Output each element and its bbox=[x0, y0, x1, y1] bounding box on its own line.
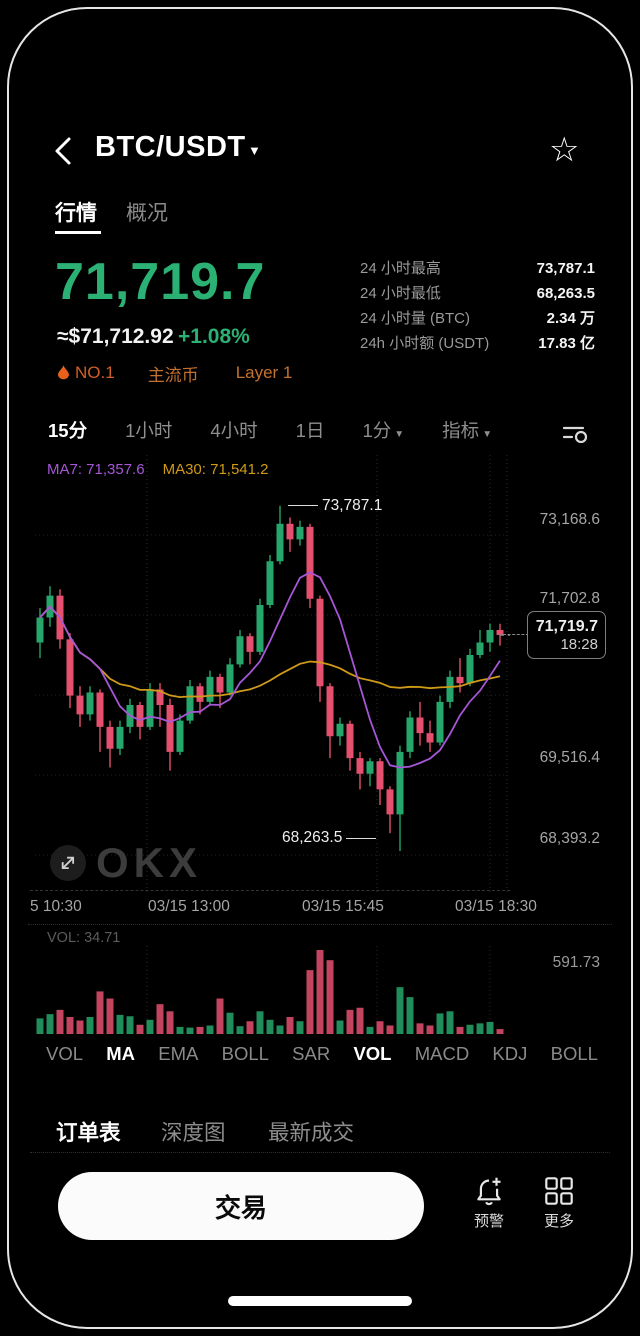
indicator-vol-2[interactable]: VOL bbox=[353, 1043, 392, 1064]
stat-value: 68,263.5 bbox=[536, 285, 595, 302]
pair-title[interactable]: BTC/USDT bbox=[95, 131, 246, 163]
expand-chart-icon[interactable] bbox=[50, 845, 86, 881]
layer-badge[interactable]: Layer 1 bbox=[235, 363, 293, 382]
stat-value: 2.34 万 bbox=[546, 310, 595, 327]
chart-bottom-border bbox=[30, 890, 510, 891]
trade-button[interactable]: 交易 bbox=[58, 1172, 424, 1240]
x-axis-label: 03/15 15:45 bbox=[302, 898, 384, 915]
candlestick-chart[interactable] bbox=[35, 455, 510, 895]
stat-label: 24 小时最高 bbox=[360, 260, 441, 277]
annotation-dash bbox=[346, 837, 377, 839]
stat-value: 17.83 亿 bbox=[538, 335, 595, 352]
timeframe-15m[interactable]: 15分 bbox=[48, 420, 88, 441]
tab-depth-chart[interactable]: 深度图 bbox=[161, 1121, 226, 1145]
timeframe-4h[interactable]: 4小时 bbox=[210, 420, 258, 441]
indicator-ema[interactable]: EMA bbox=[158, 1043, 199, 1064]
category-badge[interactable]: 主流币 bbox=[147, 365, 199, 385]
stat-row-high: 24 小时最高 73,787.1 bbox=[360, 257, 595, 282]
volume-chart[interactable] bbox=[35, 946, 510, 1034]
stats-panel: 24 小时最高 73,787.1 24 小时最低 68,263.5 24 小时量… bbox=[360, 257, 595, 357]
stat-row-low: 24 小时最低 68,263.5 bbox=[360, 282, 595, 307]
badge-row: NO.1 主流币 Layer 1 bbox=[57, 362, 293, 385]
bottom-divider bbox=[30, 1152, 610, 1153]
indicator-kdj[interactable]: KDJ bbox=[492, 1043, 528, 1064]
y-axis-label: 71,702.8 bbox=[539, 590, 600, 607]
tab-latest-trades[interactable]: 最新成交 bbox=[268, 1121, 355, 1145]
x-axis-label: 5 10:30 bbox=[30, 898, 82, 915]
chart-settings-icon[interactable] bbox=[562, 423, 589, 448]
pair-dropdown-caret-icon[interactable]: ▼ bbox=[248, 143, 261, 158]
timeframe-1h[interactable]: 1小时 bbox=[125, 420, 173, 441]
pane-divider bbox=[28, 924, 612, 925]
tab-order-book[interactable]: 订单表 bbox=[56, 1121, 121, 1145]
tag-time: 18:28 bbox=[560, 635, 598, 653]
okx-logo: OKX bbox=[96, 839, 203, 886]
more-action-label: 更多 bbox=[543, 1213, 574, 1230]
flame-icon bbox=[57, 364, 69, 379]
rank-badge[interactable]: NO.1 bbox=[57, 363, 115, 383]
timeframe-row: 15分 1小时 4小时 1日 1分 ▼ 指标 ▼ bbox=[48, 417, 518, 443]
grid-more-icon bbox=[545, 1177, 573, 1205]
indicator-vol-1[interactable]: VOL bbox=[46, 1043, 84, 1064]
caret-down-icon: ▼ bbox=[394, 429, 405, 440]
fiat-price: ≈$71,712.92 bbox=[57, 325, 174, 348]
caret-down-icon: ▼ bbox=[482, 429, 493, 440]
ma7-label: MA7: 71,357.6 bbox=[47, 461, 145, 478]
high-annotation: 73,787.1 bbox=[288, 497, 382, 515]
indicator-boll-1[interactable]: BOLL bbox=[221, 1043, 269, 1064]
bell-plus-icon bbox=[477, 1177, 501, 1206]
alert-action-label: 预警 bbox=[473, 1213, 504, 1230]
last-price: 71,719.7 bbox=[55, 253, 266, 311]
ma30-label: MA30: 71,541.2 bbox=[162, 461, 269, 478]
stat-label: 24 小时量 (BTC) bbox=[360, 310, 471, 327]
indicator-sar[interactable]: SAR bbox=[292, 1043, 331, 1064]
tag-price: 71,719.7 bbox=[535, 617, 598, 635]
favorite-star-icon[interactable]: ☆ bbox=[549, 131, 580, 169]
home-indicator[interactable] bbox=[228, 1296, 412, 1306]
price-change-percent: +1.08% bbox=[178, 325, 250, 348]
indicator-ma[interactable]: MA bbox=[106, 1043, 136, 1064]
tab-active-underline bbox=[55, 231, 101, 234]
back-chevron-icon bbox=[55, 137, 71, 165]
low-annotation-text: 68,263.5 bbox=[282, 829, 343, 847]
back-button[interactable] bbox=[52, 136, 78, 166]
annotation-dash bbox=[288, 505, 318, 507]
indicator-tab-row: VOL MA EMA BOLL SAR VOL MACD KDJ BOLL bbox=[46, 1043, 598, 1065]
x-axis-label: 03/15 18:30 bbox=[455, 898, 537, 915]
timeframe-1d[interactable]: 1日 bbox=[295, 420, 325, 441]
high-annotation-text: 73,787.1 bbox=[322, 496, 383, 514]
stat-label: 24 小时最低 bbox=[360, 285, 441, 302]
y-axis-label: 68,393.2 bbox=[539, 830, 600, 847]
stat-row-volume-usdt: 24h 小时额 (USDT) 17.83 亿 bbox=[360, 332, 595, 357]
volume-axis-max: 591.73 bbox=[552, 954, 600, 971]
ma-legend: MA7: 71,357.6 MA30: 71,541.2 bbox=[47, 461, 269, 478]
stat-value: 73,787.1 bbox=[536, 260, 595, 277]
tab-quotes[interactable]: 行情 bbox=[55, 202, 97, 225]
rank-badge-label: NO.1 bbox=[75, 363, 115, 382]
stat-row-volume-btc: 24 小时量 (BTC) 2.34 万 bbox=[360, 307, 595, 332]
indicator-boll-2[interactable]: BOLL bbox=[550, 1043, 598, 1064]
chart-watermark: OKX bbox=[50, 839, 202, 887]
last-price-tag[interactable]: 71,719.7 18:28 bbox=[527, 611, 606, 660]
low-annotation: 68,263.5 bbox=[282, 829, 377, 847]
y-axis-label: 73,168.6 bbox=[539, 511, 600, 528]
volume-label: VOL: 34.71 bbox=[47, 930, 121, 946]
alert-action[interactable]: 预警 bbox=[459, 1176, 519, 1231]
indicator-menu[interactable]: 指标 ▼ bbox=[442, 420, 493, 441]
x-axis-label: 03/15 13:00 bbox=[148, 898, 230, 915]
stat-label: 24h 小时额 (USDT) bbox=[360, 335, 490, 352]
last-price-dash bbox=[503, 634, 529, 636]
tab-overview[interactable]: 概况 bbox=[126, 202, 168, 225]
indicator-macd[interactable]: MACD bbox=[414, 1043, 470, 1064]
timeframe-more[interactable]: 1分 ▼ bbox=[362, 420, 405, 441]
more-action[interactable]: 更多 bbox=[529, 1176, 589, 1231]
y-axis-label: 69,516.4 bbox=[539, 749, 600, 766]
